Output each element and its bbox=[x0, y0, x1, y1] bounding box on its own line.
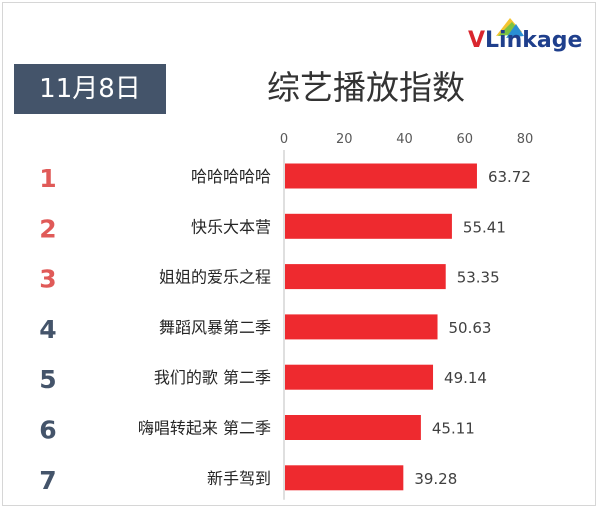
rank-number: 2 bbox=[39, 214, 56, 243]
bar bbox=[285, 264, 446, 290]
bar bbox=[285, 213, 452, 239]
rank-number: 7 bbox=[39, 466, 56, 495]
value-label: 63.72 bbox=[488, 168, 531, 186]
bar bbox=[285, 364, 434, 390]
category-label: 我们的歌 第二季 bbox=[154, 368, 271, 387]
chart-frame bbox=[2, 2, 596, 506]
category-label: 快乐大本营 bbox=[191, 217, 271, 236]
logo-text: VLinkage bbox=[468, 28, 583, 53]
rank-number: 3 bbox=[39, 265, 56, 294]
category-label: 哈哈哈哈哈 bbox=[191, 167, 271, 186]
vlinkage-logo: VLinkage bbox=[468, 16, 588, 60]
x-tick-label: 80 bbox=[517, 132, 534, 147]
rank-number: 5 bbox=[39, 365, 56, 394]
value-label: 45.11 bbox=[432, 420, 475, 438]
category-label: 姐姐的爱乐之程 bbox=[159, 268, 271, 287]
bar bbox=[285, 465, 404, 491]
x-tick-label: 60 bbox=[456, 132, 473, 147]
value-label: 55.41 bbox=[463, 218, 506, 236]
bar bbox=[285, 415, 421, 440]
category-label: 新手驾到 bbox=[207, 469, 271, 488]
x-tick-label: 20 bbox=[336, 132, 353, 147]
chart-title: 综艺播放指数 bbox=[267, 68, 465, 107]
x-tick-label: 0 bbox=[280, 132, 288, 147]
logo-envelope-icon bbox=[496, 18, 524, 38]
category-label: 舞蹈风暴第二季 bbox=[159, 318, 271, 337]
bar bbox=[285, 163, 477, 189]
value-label: 39.28 bbox=[414, 470, 457, 488]
value-label: 53.35 bbox=[457, 269, 500, 287]
rank-number: 4 bbox=[39, 315, 56, 344]
value-label: 50.63 bbox=[449, 319, 492, 337]
rank-number: 1 bbox=[39, 164, 56, 193]
rank-number: 6 bbox=[39, 416, 56, 445]
value-label: 49.14 bbox=[444, 369, 487, 387]
bar bbox=[285, 314, 438, 340]
category-label: 嗨唱转起来 第二季 bbox=[138, 419, 271, 438]
date-badge: 11月8日 bbox=[14, 64, 166, 114]
x-tick-label: 40 bbox=[396, 132, 413, 147]
